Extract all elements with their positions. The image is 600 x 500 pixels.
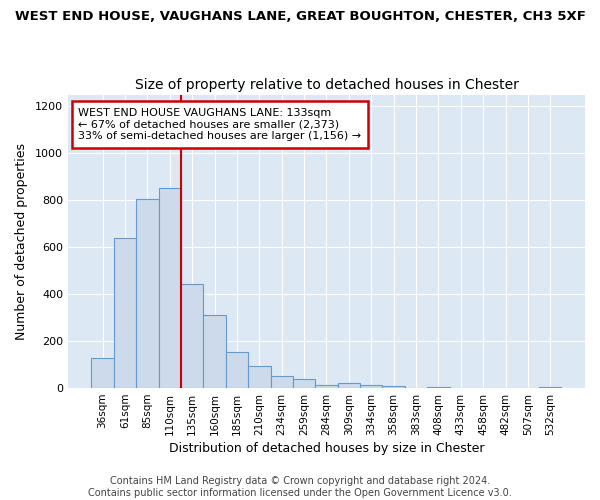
Bar xyxy=(158,188,181,388)
Title: Size of property relative to detached houses in Chester: Size of property relative to detached ho… xyxy=(134,78,518,92)
Bar xyxy=(226,352,248,388)
Bar xyxy=(91,358,114,388)
Bar xyxy=(271,376,293,388)
Bar xyxy=(360,384,382,388)
Bar xyxy=(203,316,226,388)
Bar xyxy=(315,386,338,388)
Bar xyxy=(181,284,203,388)
Bar xyxy=(114,238,136,388)
Bar xyxy=(293,378,315,388)
Y-axis label: Number of detached properties: Number of detached properties xyxy=(15,143,28,340)
Bar xyxy=(539,387,562,388)
Text: WEST END HOUSE VAUGHANS LANE: 133sqm
← 67% of detached houses are smaller (2,373: WEST END HOUSE VAUGHANS LANE: 133sqm ← 6… xyxy=(78,108,361,141)
X-axis label: Distribution of detached houses by size in Chester: Distribution of detached houses by size … xyxy=(169,442,484,455)
Bar xyxy=(382,386,405,388)
Bar xyxy=(136,199,158,388)
Text: WEST END HOUSE, VAUGHANS LANE, GREAT BOUGHTON, CHESTER, CH3 5XF: WEST END HOUSE, VAUGHANS LANE, GREAT BOU… xyxy=(14,10,586,23)
Bar xyxy=(338,384,360,388)
Bar xyxy=(248,366,271,388)
Text: Contains HM Land Registry data © Crown copyright and database right 2024.
Contai: Contains HM Land Registry data © Crown c… xyxy=(88,476,512,498)
